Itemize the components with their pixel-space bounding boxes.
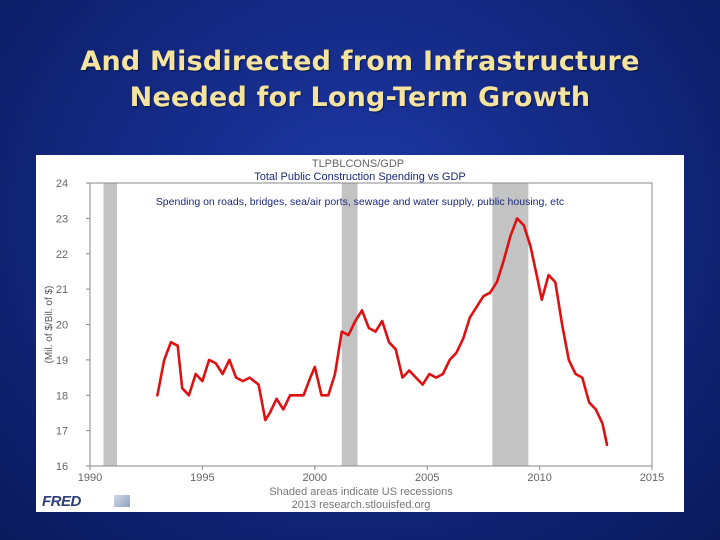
recession-band-2 bbox=[341, 183, 358, 466]
y-tick-label: 19 bbox=[56, 355, 68, 367]
y-tick-label: 16 bbox=[56, 461, 68, 473]
recession-band-3 bbox=[492, 183, 529, 466]
x-tick-label: 2005 bbox=[415, 472, 439, 484]
slide-title: And Misdirected from Infrastructure Need… bbox=[20, 44, 700, 116]
x-tick-label: 2010 bbox=[527, 472, 551, 484]
y-axis-label: (Mil. of $/Bil. of $) bbox=[44, 286, 55, 364]
chart-overlay-title: Total Public Construction Spending vs GD… bbox=[254, 171, 466, 183]
x-tick-label: 1990 bbox=[78, 472, 102, 484]
y-tick-label: 18 bbox=[56, 390, 68, 402]
y-tick-label: 20 bbox=[56, 320, 68, 332]
x-tick-label: 1995 bbox=[190, 472, 214, 484]
y-tick-label: 23 bbox=[56, 213, 68, 225]
x-tick-label: 2015 bbox=[640, 472, 664, 484]
chart-overlay-subtitle: Spending on roads, bridges, sea/air port… bbox=[155, 196, 565, 208]
series-layer bbox=[156, 217, 609, 447]
fred-line-chart: TLPBLCONS/GDP 1990 1995 2000 2005 2010 2015 16… bbox=[44, 158, 664, 511]
slide-title-line-1: And Misdirected from Infrastructure bbox=[80, 46, 640, 77]
fred-logo: FRED bbox=[42, 493, 81, 510]
fred-series-code: TLPBLCONS/GDP bbox=[312, 158, 404, 170]
recession-shading bbox=[103, 183, 529, 466]
y-tick-label: 22 bbox=[56, 249, 68, 261]
axis-ticks: 1990 1995 2000 2005 2010 2015 16 17 18 19 20 21 22 23… bbox=[56, 178, 664, 484]
y-tick-label: 17 bbox=[56, 426, 68, 438]
fred-chart-card: TLPBLCONS/GDP 1990 1995 2000 2005 2010 2015 16… bbox=[36, 155, 684, 512]
source-note: 2013 research.stlouisfed.org bbox=[292, 499, 431, 511]
fred-graph-icon bbox=[114, 495, 130, 507]
y-tick-label: 24 bbox=[56, 178, 68, 190]
y-tick-label: 21 bbox=[56, 284, 68, 296]
plot-frame bbox=[89, 182, 653, 467]
recession-band-1 bbox=[103, 183, 117, 466]
series-line-1 bbox=[156, 217, 609, 447]
slide-title-line-2: Needed for Long-Term Growth bbox=[129, 82, 591, 113]
x-tick-label: 2000 bbox=[303, 472, 327, 484]
recession-note: Shaded areas indicate US recessions bbox=[269, 486, 453, 498]
